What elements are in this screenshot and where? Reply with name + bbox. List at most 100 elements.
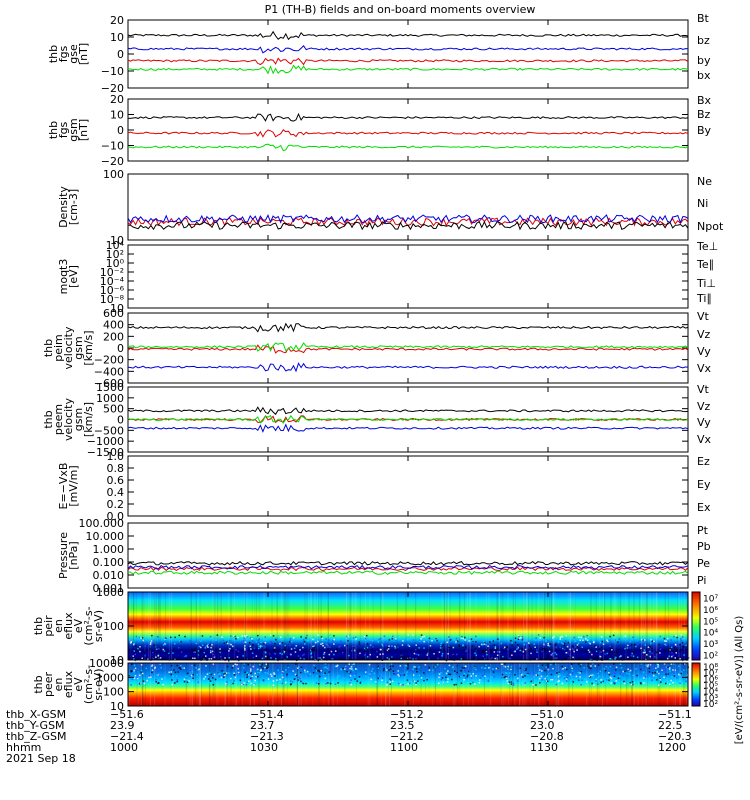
series-bz [127, 57, 689, 66]
eph-value: −21.4 [110, 730, 144, 743]
legend-Pi: Pi [697, 574, 706, 587]
y-axis-label: [km/s] [82, 402, 95, 437]
y-axis-label: thb [42, 410, 55, 428]
legend-Vy: Vy [697, 416, 711, 429]
series-by [127, 64, 689, 75]
y-axis-label: eflux [62, 670, 75, 698]
legend-Te⊥: Te⊥ [696, 240, 718, 253]
legend-Vx: Vx [697, 362, 712, 375]
y-tick-label: 1000 [96, 671, 124, 684]
colorbar-tick: 10³ [703, 694, 718, 704]
y-tick-label: −600 [94, 377, 124, 390]
colorbar-tick: 10² [703, 700, 718, 710]
y-tick-label: 100 [103, 686, 124, 699]
series-Vx [127, 423, 689, 433]
y-axis-label: [nT] [77, 119, 90, 141]
y-tick-label: 10⁻⁴ [100, 275, 125, 288]
series-Vt [127, 406, 689, 416]
eph-value: 23.7 [250, 719, 275, 732]
y-tick-label: −1500 [87, 446, 124, 459]
y-tick-label: 10 [110, 31, 124, 44]
legend-Vy: Vy [697, 345, 711, 358]
series-Bt [127, 30, 689, 41]
series-Pb [127, 566, 689, 572]
legend-Ne: Ne [697, 175, 712, 188]
legend-Pe: Pe [697, 557, 710, 570]
series-Npot [127, 214, 689, 224]
panel-density: 100 10 Density[cm-3] Ne Ni Npot [57, 168, 724, 247]
y-axis-label: thb [42, 339, 55, 357]
y-axis-label: peem [52, 404, 65, 435]
y-axis-label: en [52, 619, 65, 633]
eph-value: −51.6 [110, 708, 144, 721]
panel-frame [127, 244, 689, 309]
y-tick-label: 100 [103, 168, 124, 181]
y-axis-label: [km/s] [82, 330, 95, 365]
y-axis-label: sr-eV) [92, 610, 105, 642]
y-tick-label: 1500 [96, 381, 124, 394]
series-Pi [127, 564, 689, 570]
y-axis-label: [cm-3] [67, 189, 80, 225]
y-axis-label: fgs [57, 45, 70, 62]
date-label: 2021 Sep 18 [6, 752, 76, 765]
eph-label-y: thb_Y-GSM [6, 719, 65, 732]
y-tick-label: 10.000 [86, 530, 125, 543]
legend-Bx: Bx [697, 94, 712, 107]
colorbar-tick: 10² [703, 651, 718, 661]
y-tick-label: 10 [110, 654, 124, 667]
legend-Vz: Vz [697, 328, 711, 341]
eph-value: 23.5 [390, 719, 415, 732]
y-tick-label: 1.0 [107, 450, 125, 463]
legend-Npot: Npot [697, 220, 724, 233]
y-tick-label: 10² [106, 248, 124, 261]
y-tick-label: 500 [103, 403, 124, 416]
y-axis-label: [nPa] [67, 541, 80, 569]
series-Bx [127, 112, 689, 122]
eph-value: −51.1 [658, 708, 692, 721]
eph-value: 1130 [530, 741, 558, 754]
series-Vz [127, 344, 689, 354]
y-tick-label: 600 [103, 307, 124, 320]
legend-bx: bx [697, 69, 711, 82]
eph-label-x: thb_X-GSM [6, 708, 67, 721]
y-tick-label: 10 [110, 109, 124, 122]
series-Vy [128, 342, 689, 353]
y-tick-label: 0 [117, 342, 124, 355]
y-axis-label: peim [52, 334, 65, 362]
y-tick-label: 10⁻⁶ [100, 284, 125, 297]
y-axis-label: (cm²-s- [82, 665, 95, 704]
y-axis-label: E=−VxB [57, 463, 70, 510]
colorbar-tick: 10³ [703, 640, 718, 650]
legend-Bt: Bt [697, 12, 710, 25]
y-axis-label: sr-eV) [92, 668, 105, 700]
y-tick-label: 1.000 [93, 543, 125, 556]
y-axis-label: en [52, 678, 65, 692]
eph-value: 1200 [658, 741, 686, 754]
y-axis-label: eV [72, 618, 85, 633]
y-tick-label: −1000 [87, 435, 124, 448]
legend-Te∥: Te∥ [696, 258, 714, 271]
y-axis-label: eflux [62, 612, 75, 640]
legend-Ni: Ni [697, 197, 708, 210]
colorbar-tick: 10⁵ [703, 682, 718, 692]
y-axis-label: [eV] [67, 265, 80, 288]
series-Ne [127, 217, 689, 227]
y-tick-label: 0.2 [107, 498, 125, 511]
y-axis-label: moqt3 [57, 259, 70, 295]
y-axis-label: [mV/m] [67, 465, 80, 506]
y-axis-label: gsm [67, 118, 80, 141]
panel-efield: 1.00.80.60.40.20.0 E=−VxB[mV/m] Ez Ey Ex [57, 450, 711, 523]
y-tick-label: 0.8 [107, 462, 125, 475]
series-Pt [127, 560, 689, 566]
y-axis-label: gse [67, 44, 80, 64]
legend-by: by [697, 54, 711, 67]
y-axis-label: thb [32, 675, 45, 693]
eph-value: 23.9 [110, 719, 135, 732]
colorbar-tick: 10⁸ [703, 663, 718, 673]
legend-bz: bz [697, 34, 710, 47]
